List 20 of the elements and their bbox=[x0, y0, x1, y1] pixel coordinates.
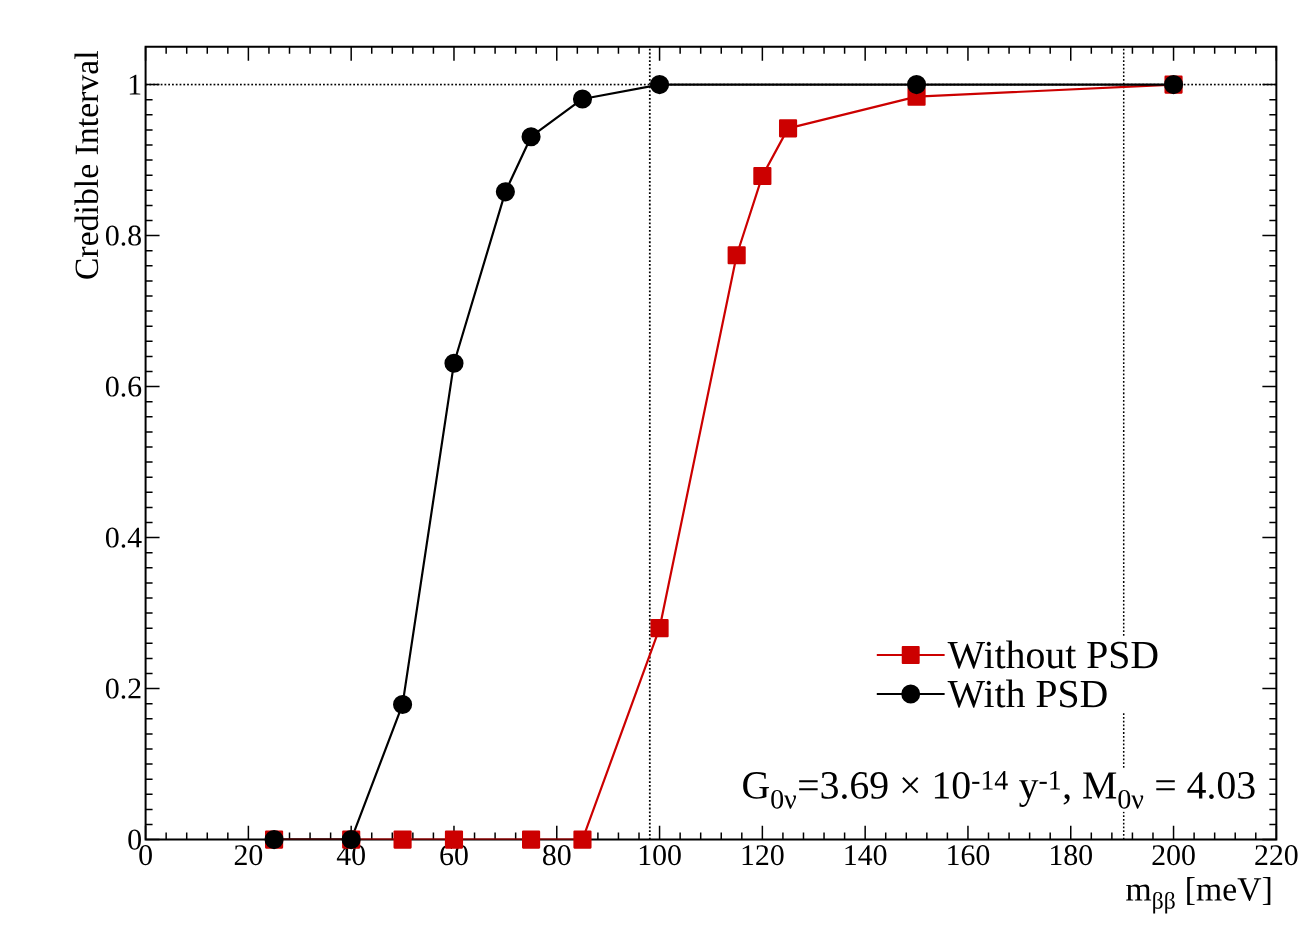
y-tick-label: 0.4 bbox=[105, 527, 142, 548]
y-tick-label: 0.8 bbox=[105, 225, 141, 246]
x-tick-label: 200 bbox=[1152, 844, 1195, 866]
y-tick-label: 0.2 bbox=[105, 678, 141, 699]
y-tick-label: 0 bbox=[128, 829, 141, 850]
y-tick-label: 1 bbox=[129, 74, 141, 95]
x-tick-label: 120 bbox=[742, 844, 784, 866]
x-tick-label: 180 bbox=[1051, 844, 1092, 866]
text: G$_{0ν}$=3.69 × 10$^{-14}$ y$^{-1}$, M$_{0ν}$ = 4.03 bbox=[743, 770, 1255, 809]
x-tick-label: 140 bbox=[845, 844, 887, 866]
x-tick-label: 220 bbox=[1255, 844, 1298, 866]
y-tick-label: 0.6 bbox=[105, 376, 142, 397]
legend-label: With PSD bbox=[947, 679, 1107, 708]
y-axis-title: Credible Interval bbox=[74, 50, 99, 279]
x-tick-label: 20 bbox=[234, 844, 263, 866]
x-tick-label: 80 bbox=[543, 844, 571, 866]
x-tick-label: 160 bbox=[948, 844, 990, 866]
x-tick-label: 100 bbox=[639, 844, 681, 866]
x-axis-title: m$_{ββ}$ [meV] bbox=[1126, 876, 1271, 914]
legend-label: Without PSD bbox=[947, 640, 1158, 669]
